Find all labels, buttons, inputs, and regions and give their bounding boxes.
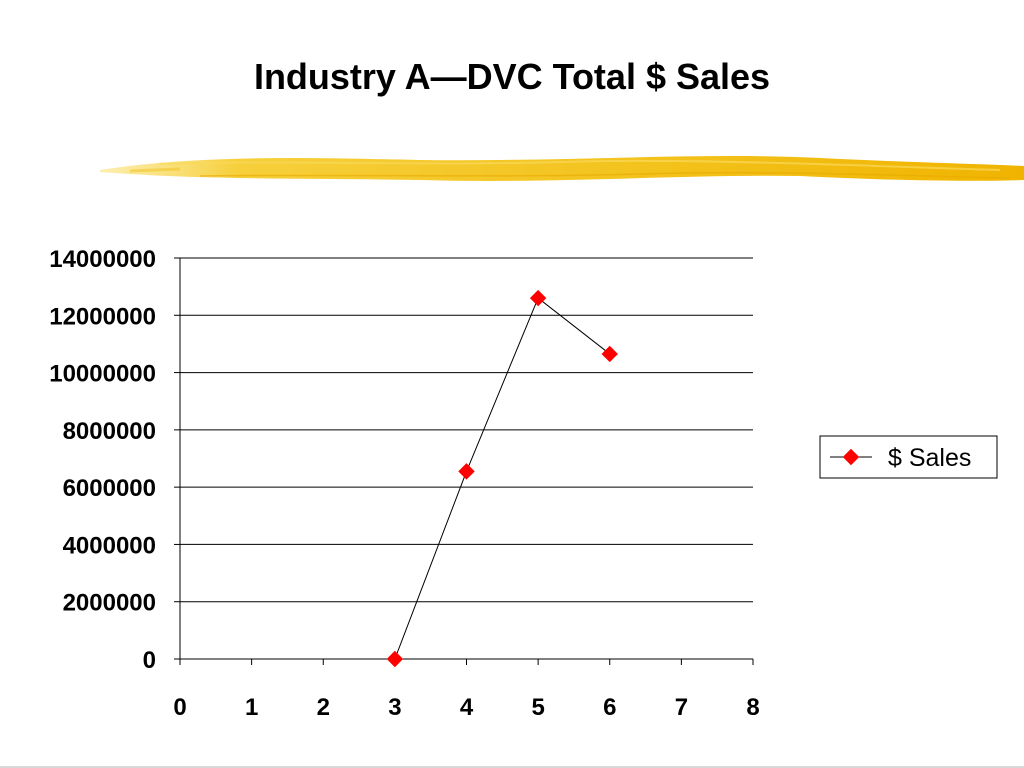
legend: $ Sales	[819, 435, 998, 479]
decorative-brush-stroke	[100, 156, 1024, 181]
legend-marker-swatch	[842, 448, 860, 466]
y-tick-label: 14000000	[49, 246, 156, 273]
y-tick-label: 4000000	[63, 532, 156, 559]
series-line	[394, 297, 611, 660]
axes: 0200000040000006000000800000010000000120…	[49, 246, 759, 721]
y-tick-label: 8000000	[63, 418, 156, 445]
series-sales	[386, 289, 618, 668]
data-point-marker	[601, 345, 618, 363]
x-tick-label: 6	[603, 694, 616, 721]
data-point-marker	[529, 289, 547, 307]
x-tick-label: 7	[675, 694, 688, 721]
legend-label: $ Sales	[888, 444, 971, 472]
x-tick-label: 2	[317, 694, 330, 721]
slide-title: Industry A—DVC Total $ Sales	[253, 56, 771, 97]
x-tick-label: 1	[245, 694, 258, 721]
gridlines	[180, 257, 753, 603]
legend-box	[819, 435, 998, 479]
y-tick-label: 2000000	[63, 590, 156, 617]
footer-divider	[0, 766, 1024, 768]
data-point-marker	[386, 650, 404, 668]
y-tick-label: 10000000	[49, 361, 156, 388]
x-tick-label: 3	[388, 694, 401, 721]
x-tick-label: 0	[173, 694, 186, 721]
x-tick-label: 5	[531, 694, 544, 721]
x-tick-label: 4	[460, 694, 474, 721]
data-point-marker	[458, 463, 475, 480]
y-tick-label: 0	[143, 647, 156, 674]
y-tick-label: 6000000	[63, 475, 156, 502]
x-tick-label: 8	[746, 694, 759, 721]
y-tick-label: 12000000	[49, 303, 156, 330]
